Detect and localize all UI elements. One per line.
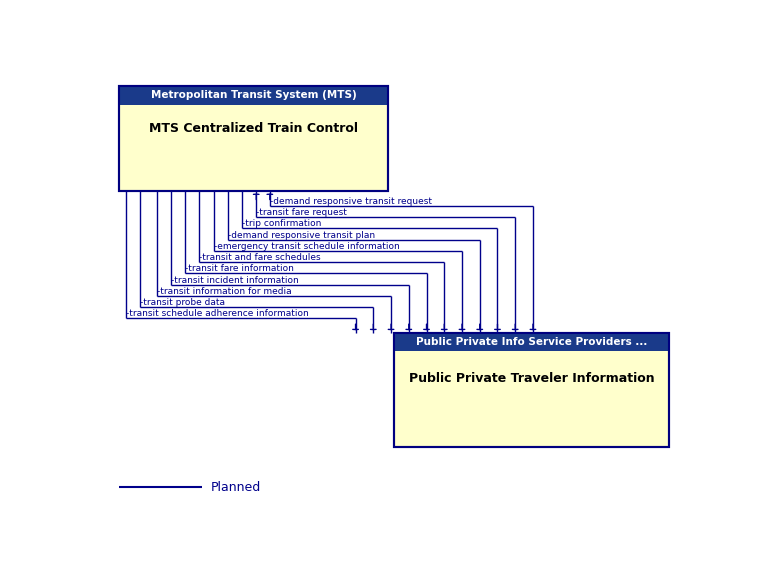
Text: -demand responsive transit request: -demand responsive transit request — [270, 197, 432, 206]
Text: -transit fare information: -transit fare information — [185, 264, 294, 273]
Bar — [119, 86, 388, 191]
Text: Public Private Info Service Providers ...: Public Private Info Service Providers ..… — [416, 337, 647, 347]
Text: -transit and fare schedules: -transit and fare schedules — [199, 253, 321, 262]
Text: Public Private Traveler Information: Public Private Traveler Information — [409, 372, 655, 385]
Text: Metropolitan Transit System (MTS): Metropolitan Transit System (MTS) — [150, 90, 356, 100]
Bar — [119, 86, 388, 104]
Text: -transit schedule adherence information: -transit schedule adherence information — [126, 309, 309, 318]
Bar — [394, 332, 669, 447]
Bar — [394, 332, 669, 447]
Text: -emergency transit schedule information: -emergency transit schedule information — [214, 242, 399, 251]
Text: -trip confirmation: -trip confirmation — [242, 219, 321, 229]
Text: -transit information for media: -transit information for media — [157, 287, 291, 296]
Text: MTS Centralized Train Control: MTS Centralized Train Control — [149, 122, 358, 135]
Bar — [119, 86, 388, 191]
Text: Planned: Planned — [211, 481, 261, 494]
Text: -transit fare request: -transit fare request — [256, 208, 347, 217]
Text: -demand responsive transit plan: -demand responsive transit plan — [228, 231, 375, 240]
Bar — [394, 332, 669, 352]
Text: -transit probe data: -transit probe data — [140, 298, 225, 307]
Text: -transit incident information: -transit incident information — [171, 276, 299, 285]
